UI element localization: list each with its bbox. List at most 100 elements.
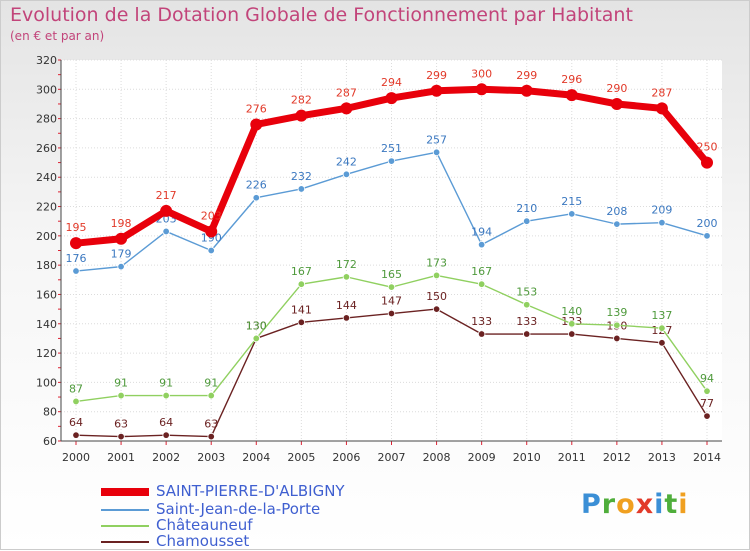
- data-point-chateauneuf: [72, 397, 80, 406]
- data-label-chamousset: 77: [700, 397, 714, 410]
- data-point-saint-pierre: [160, 204, 173, 217]
- x-tick-label: 2003: [197, 451, 225, 464]
- data-point-chateauneuf: [613, 321, 621, 329]
- data-point-chamousset: [703, 412, 711, 420]
- data-point-chamousset: [342, 314, 351, 322]
- data-point-chamousset: [387, 309, 396, 318]
- data-point-saint-pierre: [250, 118, 263, 131]
- logo-letter: i: [678, 489, 689, 520]
- data-point-saint-pierre: [70, 237, 82, 250]
- data-label-saint-pierre: 300: [471, 67, 492, 80]
- data-label-chateauneuf: 167: [291, 265, 312, 278]
- data-label-saint-jean: 232: [291, 170, 312, 183]
- data-label-chateauneuf: 153: [516, 286, 537, 299]
- data-point-chateauneuf: [387, 283, 396, 291]
- x-tick-label: 2008: [423, 451, 451, 464]
- legend-item-chateauneuf: Châteauneuf: [101, 516, 421, 534]
- data-label-chateauneuf: 139: [606, 306, 627, 319]
- data-label-saint-pierre: 299: [426, 69, 447, 82]
- data-label-saint-jean: 190: [201, 232, 222, 245]
- data-point-chamousset: [613, 334, 621, 343]
- data-point-saint-pierre: [565, 89, 578, 102]
- data-point-saint-jean: [162, 227, 170, 236]
- y-tick-label: 280: [36, 113, 57, 126]
- data-label-chateauneuf: 137: [651, 309, 672, 322]
- x-tick-label: 2014: [693, 451, 721, 464]
- data-point-saint-pierre: [430, 84, 443, 97]
- data-point-chateauneuf: [252, 334, 260, 343]
- data-point-saint-jean: [252, 194, 260, 202]
- data-label-chateauneuf: 94: [700, 372, 714, 385]
- data-point-saint-pierre: [115, 232, 128, 245]
- legend-item-chamousset: Chamousset: [101, 532, 421, 550]
- data-point-chamousset: [297, 318, 306, 327]
- data-point-saint-jean: [297, 185, 306, 193]
- data-label-chamousset: 150: [426, 290, 447, 303]
- legend-swatch: [101, 541, 149, 543]
- x-tick-label: 2001: [107, 451, 135, 464]
- data-point-saint-pierre: [475, 83, 488, 96]
- data-label-saint-pierre: 203: [201, 209, 222, 222]
- data-point-chateauneuf: [477, 280, 486, 288]
- data-point-saint-jean: [342, 170, 351, 178]
- data-label-saint-jean: 226: [246, 179, 267, 192]
- data-point-saint-pierre: [520, 84, 533, 97]
- legend-label: SAINT-PIERRE-D'ALBIGNY: [156, 482, 345, 500]
- legend-label: Chamousset: [156, 532, 250, 550]
- data-point-chateauneuf: [297, 280, 306, 288]
- data-point-saint-jean: [703, 232, 711, 240]
- data-label-chamousset: 64: [159, 416, 173, 429]
- y-tick-label: 180: [36, 259, 57, 272]
- y-tick-label: 80: [43, 406, 57, 419]
- proxiti-logo: Proxiti: [581, 489, 689, 520]
- logo-letter: r: [601, 489, 617, 520]
- y-tick-label: 120: [36, 347, 57, 360]
- x-tick-label: 2006: [332, 451, 360, 464]
- data-point-saint-jean: [207, 246, 215, 255]
- data-point-chateauneuf: [523, 301, 531, 309]
- data-point-saint-jean: [523, 217, 531, 225]
- data-point-chamousset: [117, 432, 125, 441]
- y-tick-label: 160: [36, 288, 57, 301]
- data-label-chateauneuf: 91: [159, 377, 173, 390]
- data-label-saint-jean: 210: [516, 202, 537, 215]
- data-label-chateauneuf: 165: [381, 268, 402, 281]
- data-label-saint-jean: 200: [697, 217, 718, 230]
- data-point-chateauneuf: [342, 273, 351, 281]
- data-point-saint-jean: [72, 267, 80, 275]
- data-label-saint-pierre: 195: [66, 221, 87, 234]
- data-label-saint-pierre: 287: [336, 86, 357, 99]
- data-label-saint-jean: 215: [561, 195, 582, 208]
- logo-letter: o: [616, 489, 636, 520]
- logo-letter: i: [654, 489, 665, 520]
- x-tick-label: 2005: [287, 451, 315, 464]
- data-label-chamousset: 64: [69, 416, 83, 429]
- x-tick-label: 2007: [378, 451, 406, 464]
- data-label-saint-jean: 194: [471, 226, 492, 239]
- data-point-chateauneuf: [117, 391, 125, 400]
- data-label-chamousset: 147: [381, 295, 402, 308]
- data-label-chamousset: 133: [471, 315, 492, 328]
- data-point-saint-jean: [387, 157, 396, 165]
- data-label-chateauneuf: 87: [69, 382, 83, 395]
- y-tick-label: 240: [36, 171, 57, 184]
- data-label-saint-pierre: 276: [246, 102, 267, 115]
- x-tick-label: 2002: [152, 451, 180, 464]
- logo-letter: x: [635, 489, 655, 520]
- legend-item-saint-jean: Saint-Jean-de-la-Porte: [101, 500, 421, 518]
- data-label-chamousset: 133: [516, 315, 537, 328]
- x-tick-label: 2011: [558, 451, 586, 464]
- data-point-saint-jean: [432, 148, 441, 157]
- data-point-chamousset: [477, 330, 486, 338]
- x-tick-label: 2010: [513, 451, 541, 464]
- data-point-chamousset: [72, 431, 80, 439]
- logo-letter: t: [664, 489, 679, 520]
- data-label-saint-pierre: 250: [697, 141, 718, 154]
- data-point-chateauneuf: [658, 324, 666, 332]
- data-point-chamousset: [658, 339, 666, 347]
- data-label-chamousset: 144: [336, 299, 357, 312]
- data-point-saint-pierre: [295, 109, 308, 122]
- data-point-chateauneuf: [207, 391, 215, 400]
